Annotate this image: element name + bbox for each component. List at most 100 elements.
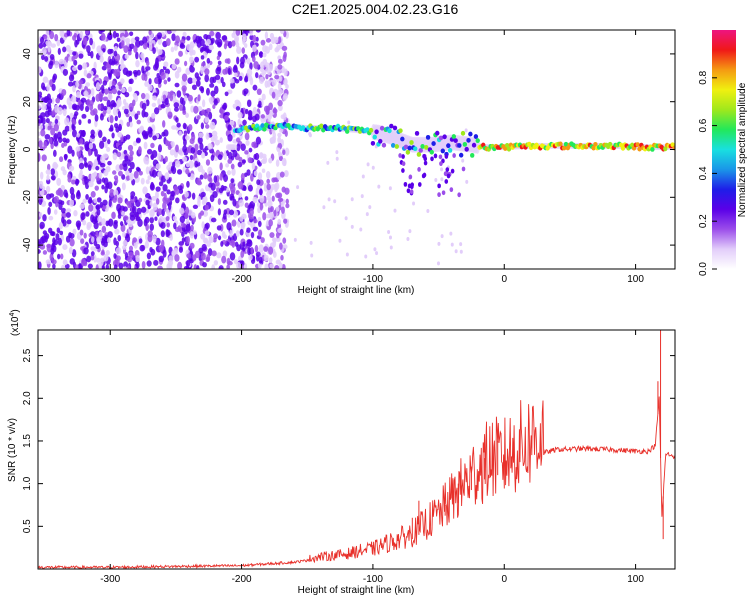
- noise-dot: [66, 97, 72, 106]
- sparse-dot: [335, 156, 339, 161]
- noise-dot: [141, 102, 147, 111]
- noise-dot: [140, 206, 147, 213]
- noise-dot: [90, 109, 96, 116]
- noise-dot: [93, 159, 98, 166]
- noise-dot: [183, 81, 188, 86]
- trace-point: [398, 128, 403, 134]
- noise-dot: [100, 162, 106, 168]
- noise-dot: [170, 141, 175, 148]
- noise-dot: [160, 221, 166, 229]
- noise-dot: [157, 208, 163, 216]
- noise-dot: [165, 216, 170, 222]
- snr-exponent: (x104): [9, 309, 21, 336]
- noise-dot: [38, 104, 41, 110]
- x-tick-label: 0: [501, 274, 507, 285]
- noise-dot: [205, 222, 210, 230]
- noise-dot: [178, 149, 183, 156]
- noise-dot: [230, 163, 235, 170]
- noise-dot: [174, 70, 180, 79]
- noise-dot: [242, 30, 248, 33]
- noise-dot: [149, 209, 155, 218]
- noise-dot: [197, 136, 203, 145]
- noise-dot: [81, 130, 86, 138]
- noise-dot: [95, 82, 101, 91]
- noise-dot: [227, 133, 233, 142]
- noise-dot: [182, 122, 187, 130]
- tail-dot: [450, 168, 455, 174]
- noise-dot: [153, 107, 160, 115]
- trace-point: [403, 144, 409, 150]
- noise-dot: [260, 237, 265, 243]
- noise-dot: [39, 50, 44, 56]
- noise-dot: [183, 266, 188, 269]
- noise-dot: [189, 50, 194, 56]
- noise-dot: [174, 106, 179, 112]
- noise-dot: [200, 210, 205, 216]
- noise-dot: [216, 187, 221, 193]
- trace-point: [462, 141, 468, 147]
- noise-dot: [177, 225, 182, 232]
- noise-dot: [171, 33, 176, 42]
- noise-dot: [175, 35, 180, 44]
- noise-dot: [224, 91, 229, 97]
- noise-dot: [69, 186, 75, 195]
- noise-dot: [141, 261, 146, 269]
- noise-dot: [170, 30, 177, 33]
- noise-dot: [219, 172, 223, 181]
- noise-dot: [283, 218, 288, 224]
- noise-dot: [268, 157, 273, 164]
- noise-dot: [101, 184, 105, 190]
- noise-dot: [177, 169, 183, 175]
- noise-dot: [209, 121, 216, 130]
- noise-dot: [100, 251, 105, 256]
- noise-dot: [66, 30, 71, 37]
- noise-dot: [232, 103, 237, 109]
- noise-dot: [103, 177, 109, 186]
- noise-dot: [198, 132, 204, 139]
- noise-dot: [112, 30, 117, 39]
- trace-point: [635, 142, 640, 148]
- noise-dot: [182, 87, 186, 96]
- noise-dot: [129, 150, 134, 156]
- y-tick-label: 1.0: [22, 476, 33, 490]
- noise-dot: [162, 201, 167, 211]
- noise-dot: [114, 228, 120, 235]
- tail-dot: [444, 179, 449, 184]
- trace-point: [504, 142, 510, 148]
- noise-dot: [67, 145, 73, 154]
- noise-dot: [61, 216, 65, 224]
- sparse-dot: [293, 237, 297, 242]
- noise-dot: [129, 161, 135, 170]
- noise-dot: [243, 88, 249, 95]
- noise-dot: [45, 169, 52, 175]
- noise-dot: [212, 190, 218, 199]
- noise-dot: [259, 61, 265, 70]
- noise-dot: [61, 207, 67, 214]
- noise-dot: [189, 230, 195, 239]
- noise-dot: [74, 104, 80, 111]
- trace-point: [379, 125, 385, 131]
- noise-dot: [139, 244, 145, 252]
- noise-dot: [130, 193, 135, 200]
- noise-dot: [142, 36, 148, 45]
- noise-dot: [72, 228, 77, 235]
- noise-dot: [85, 82, 91, 87]
- noise-dot: [210, 154, 215, 161]
- noise-dot: [205, 132, 210, 140]
- noise-dot: [182, 31, 187, 37]
- noise-dot: [117, 144, 122, 151]
- noise-dot: [243, 172, 248, 178]
- noise-dot: [173, 222, 177, 230]
- noise-dot: [258, 51, 264, 59]
- noise-dot: [213, 233, 219, 240]
- noise-dot: [147, 126, 153, 134]
- noise-dot: [241, 47, 246, 54]
- noise-dot: [246, 227, 251, 233]
- noise-dot: [116, 37, 121, 43]
- noise-dot: [251, 44, 257, 52]
- noise-dot: [202, 99, 206, 108]
- noise-dot: [121, 245, 127, 250]
- noise-dot: [200, 87, 205, 94]
- noise-dot: [229, 252, 236, 261]
- sparse-dot: [464, 128, 468, 133]
